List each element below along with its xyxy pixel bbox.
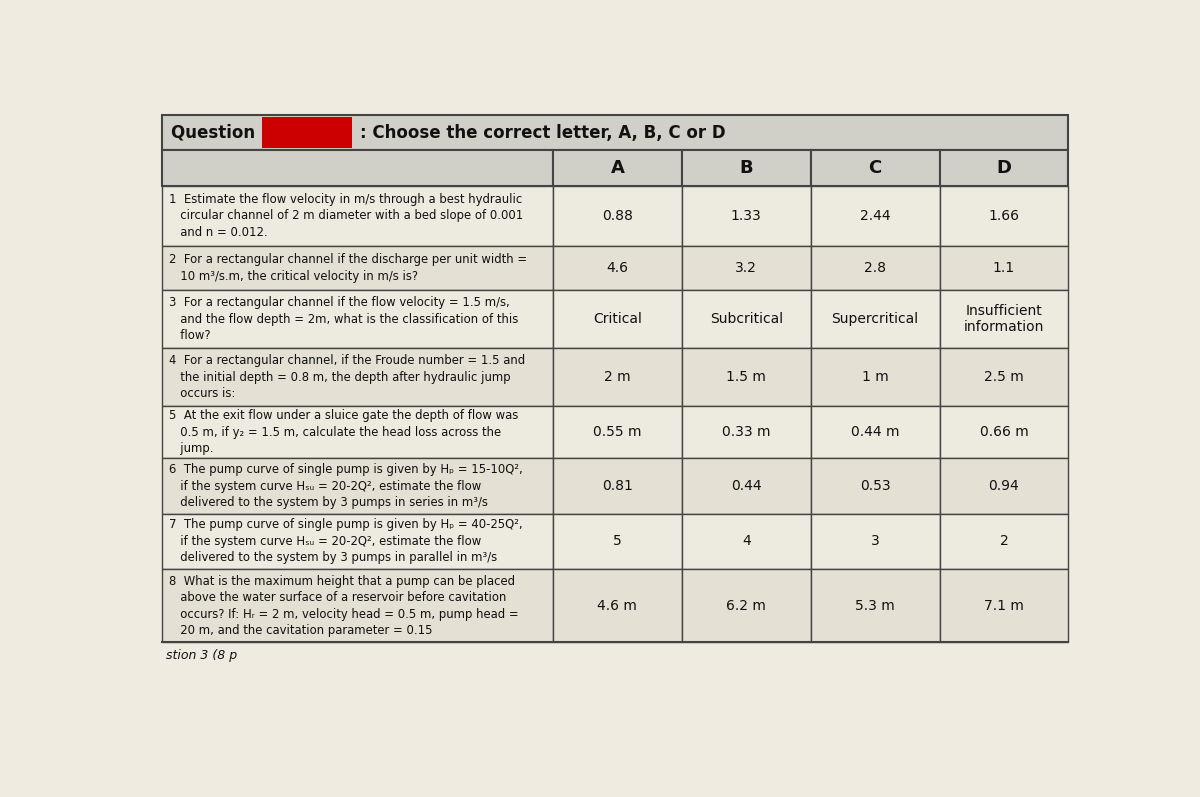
Text: 2 m: 2 m	[604, 370, 631, 384]
Bar	[553, 514, 682, 569]
Bar	[162, 151, 553, 186]
Bar	[162, 348, 553, 406]
Text: 0.44 m: 0.44 m	[851, 425, 899, 439]
Text: 1.33: 1.33	[731, 209, 762, 222]
Text: 1  Estimate the flow velocity in m/s through a best hydraulic
   circular channe: 1 Estimate the flow velocity in m/s thro…	[169, 193, 523, 239]
Bar	[553, 458, 682, 514]
Bar	[811, 186, 940, 245]
Bar	[811, 151, 940, 186]
Text: 2.44: 2.44	[859, 209, 890, 222]
Text: B: B	[739, 159, 754, 177]
Bar	[811, 514, 940, 569]
Bar	[553, 290, 682, 348]
Text: 0.55 m: 0.55 m	[593, 425, 642, 439]
Bar	[811, 569, 940, 642]
Text: Subcritical: Subcritical	[709, 312, 782, 326]
Bar	[682, 245, 811, 290]
Text: Critical: Critical	[593, 312, 642, 326]
Bar	[940, 186, 1068, 245]
Text: 8  What is the maximum height that a pump can be placed
   above the water surfa: 8 What is the maximum height that a pump…	[169, 575, 520, 637]
Text: 0.81: 0.81	[602, 479, 632, 493]
Bar	[940, 290, 1068, 348]
Text: 3  For a rectangular channel if the flow velocity = 1.5 m/s,
   and the flow dep: 3 For a rectangular channel if the flow …	[169, 296, 518, 343]
Text: 7  The pump curve of single pump is given by Hₚ = 40-25Q²,
   if the system curv: 7 The pump curve of single pump is given…	[169, 519, 523, 564]
Text: 3: 3	[871, 535, 880, 548]
Text: D: D	[996, 159, 1012, 177]
Text: 2  For a rectangular channel if the discharge per unit width =
   10 m³/s.m, the: 2 For a rectangular channel if the disch…	[169, 253, 528, 283]
Text: 1.66: 1.66	[989, 209, 1020, 222]
Bar	[553, 406, 682, 458]
Bar	[162, 406, 553, 458]
Text: 1 m: 1 m	[862, 370, 888, 384]
Text: 0.94: 0.94	[989, 479, 1019, 493]
Bar	[811, 406, 940, 458]
Text: 7.1 m: 7.1 m	[984, 599, 1024, 613]
Bar	[682, 514, 811, 569]
Bar	[553, 245, 682, 290]
Bar	[682, 151, 811, 186]
Bar	[263, 117, 352, 148]
Text: 4: 4	[742, 535, 751, 548]
Text: Insufficient
information: Insufficient information	[964, 304, 1044, 335]
Bar	[682, 569, 811, 642]
Text: 5  At the exit flow under a sluice gate the depth of flow was
   0.5 m, if y₂ = : 5 At the exit flow under a sluice gate t…	[169, 409, 518, 455]
Bar	[162, 245, 553, 290]
Bar	[940, 514, 1068, 569]
Bar	[940, 151, 1068, 186]
Text: 2.8: 2.8	[864, 261, 886, 275]
Text: Question 2: Question 2	[170, 124, 272, 142]
Bar	[682, 406, 811, 458]
Bar	[162, 458, 553, 514]
Bar	[940, 245, 1068, 290]
Bar	[553, 186, 682, 245]
Bar	[811, 348, 940, 406]
Text: 0.66 m: 0.66 m	[979, 425, 1028, 439]
Bar	[682, 290, 811, 348]
Bar	[682, 348, 811, 406]
Text: C: C	[869, 159, 882, 177]
Bar	[682, 458, 811, 514]
Bar	[940, 569, 1068, 642]
Text: 3.2: 3.2	[736, 261, 757, 275]
Text: stion 3 (8 p: stion 3 (8 p	[166, 649, 236, 662]
Text: 2.5 m: 2.5 m	[984, 370, 1024, 384]
Text: 5: 5	[613, 535, 622, 548]
Text: 0.53: 0.53	[859, 479, 890, 493]
Bar	[940, 348, 1068, 406]
Bar	[811, 458, 940, 514]
Text: 5.3 m: 5.3 m	[856, 599, 895, 613]
Bar	[682, 186, 811, 245]
Text: 6.2 m: 6.2 m	[726, 599, 767, 613]
Bar	[811, 290, 940, 348]
Text: 0.44: 0.44	[731, 479, 762, 493]
Text: 1.5 m: 1.5 m	[726, 370, 767, 384]
Text: A: A	[611, 159, 624, 177]
Text: 4.6: 4.6	[606, 261, 629, 275]
Text: : Choose the correct letter, A, B, C or D: : Choose the correct letter, A, B, C or …	[360, 124, 726, 142]
Bar	[553, 151, 682, 186]
Text: 4.6 m: 4.6 m	[598, 599, 637, 613]
Bar	[162, 290, 553, 348]
Bar	[162, 569, 553, 642]
Text: 6  The pump curve of single pump is given by Hₚ = 15-10Q²,
   if the system curv: 6 The pump curve of single pump is given…	[169, 463, 523, 509]
Bar	[811, 245, 940, 290]
Text: 4  For a rectangular channel, if the Froude number = 1.5 and
   the initial dept: 4 For a rectangular channel, if the Frou…	[169, 354, 526, 400]
Bar	[162, 115, 1068, 151]
Bar	[940, 458, 1068, 514]
Bar	[553, 348, 682, 406]
Bar	[553, 569, 682, 642]
Bar	[940, 406, 1068, 458]
Text: 0.33 m: 0.33 m	[722, 425, 770, 439]
Text: 2: 2	[1000, 535, 1008, 548]
Text: 1.1: 1.1	[992, 261, 1015, 275]
Text: Supercritical: Supercritical	[832, 312, 919, 326]
Bar	[162, 514, 553, 569]
Bar	[162, 186, 553, 245]
Text: 0.88: 0.88	[602, 209, 632, 222]
